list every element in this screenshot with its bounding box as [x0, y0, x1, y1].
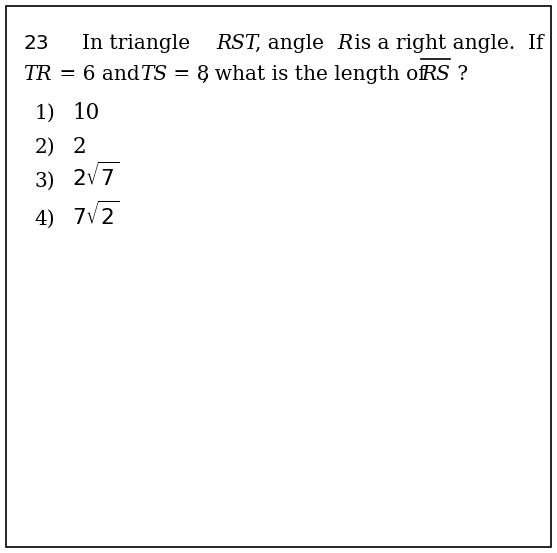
Text: 4): 4) — [35, 210, 55, 228]
Text: In triangle: In triangle — [82, 34, 197, 53]
Text: , angle: , angle — [255, 34, 330, 53]
Text: is a right angle.  If: is a right angle. If — [348, 34, 544, 53]
Text: 3): 3) — [35, 171, 55, 190]
Text: R: R — [337, 34, 352, 53]
Text: 2: 2 — [72, 135, 86, 158]
Text: , what is the length of: , what is the length of — [202, 65, 432, 84]
FancyBboxPatch shape — [6, 6, 551, 547]
Text: 23: 23 — [23, 34, 49, 53]
Text: $2\sqrt{7}$: $2\sqrt{7}$ — [72, 162, 119, 190]
Text: RST: RST — [216, 34, 258, 53]
Text: 1): 1) — [35, 104, 55, 123]
Text: ?: ? — [451, 65, 468, 84]
Text: = 8: = 8 — [167, 65, 209, 84]
Text: $7\sqrt{2}$: $7\sqrt{2}$ — [72, 200, 119, 228]
Text: 10: 10 — [72, 102, 100, 124]
Text: RS: RS — [421, 65, 450, 84]
Text: TR: TR — [23, 65, 52, 84]
Text: TS: TS — [140, 65, 167, 84]
Text: = 6 and: = 6 and — [53, 65, 146, 84]
Text: 2): 2) — [35, 138, 55, 156]
